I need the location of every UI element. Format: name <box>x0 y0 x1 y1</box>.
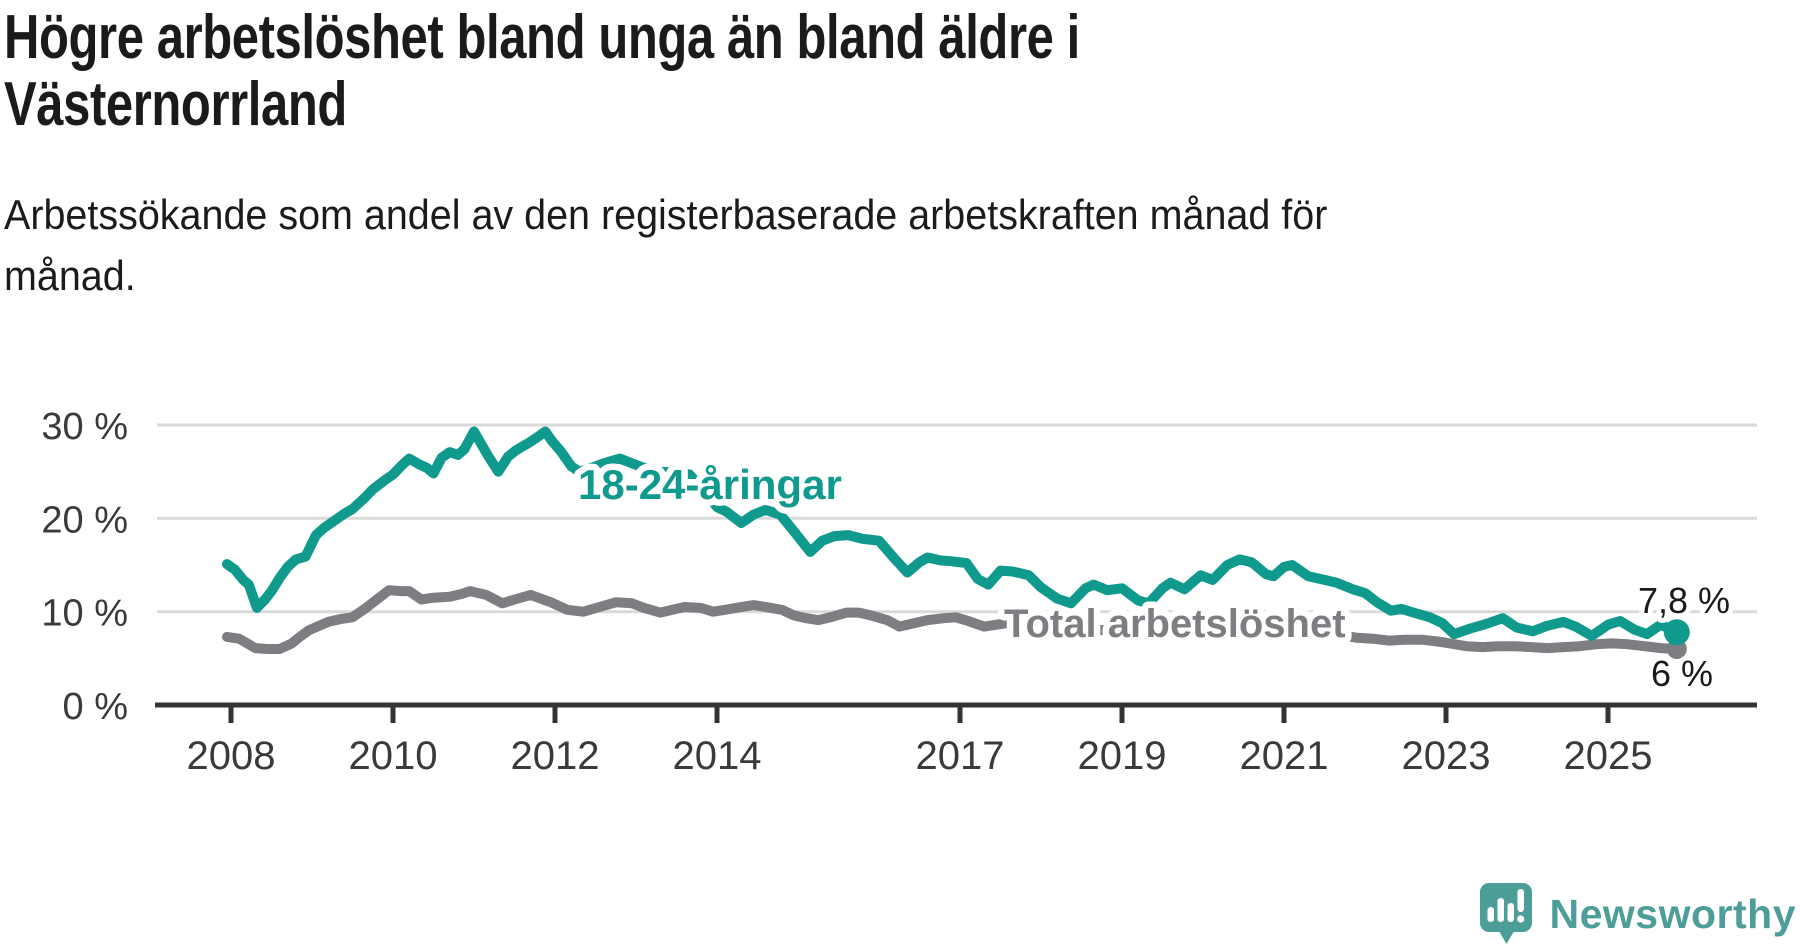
end-value-label-total: 6 % <box>1651 653 1713 694</box>
y-tick-label-30: 30 % <box>41 406 128 448</box>
x-tick-label-2021: 2021 <box>1240 734 1329 778</box>
chart-subtitle-line2: månad. <box>4 252 136 299</box>
x-tick-label-2019: 2019 <box>1078 734 1167 778</box>
series-line-0 <box>222 426 1682 641</box>
chart-subtitle: Arbetssökande som andel av den registerb… <box>4 184 1327 306</box>
series-label-total: Total arbetslöshet <box>1004 602 1346 646</box>
newsworthy-logo: Newsworthy <box>1479 882 1797 946</box>
x-tick-label-2023: 2023 <box>1402 734 1491 778</box>
series-end-dot-0 <box>1663 619 1690 646</box>
end-value-label-18-24: 7,8 % <box>1638 580 1730 621</box>
y-tick-label-0: 0 % <box>63 686 128 728</box>
x-tick-label-2025: 2025 <box>1564 734 1653 778</box>
x-tick-label-2010: 2010 <box>349 734 438 778</box>
chart-series <box>222 426 1690 659</box>
page-title-line2: Västernorrland <box>4 70 347 139</box>
bar-chart-glyph <box>1487 889 1524 923</box>
x-tick-label-2012: 2012 <box>511 734 600 778</box>
x-tick-label-2008: 2008 <box>187 734 276 778</box>
series-line-1 <box>222 585 1682 654</box>
x-tick-label-2017: 2017 <box>916 734 1005 778</box>
y-tick-label-10: 10 % <box>41 593 128 635</box>
page-title: Högre arbetslöshet bland unga än bland ä… <box>4 4 1080 138</box>
axes: 2008 2010 2012 2014 2017 2019 2021 2023 2025 <box>155 702 1757 778</box>
page-title-line1: Högre arbetslöshet bland unga än bland ä… <box>4 3 1080 72</box>
newsworthy-speech-bubble-icon <box>1479 883 1532 944</box>
series-label-18-24: 18-24-åringar <box>578 461 842 508</box>
newsworthy-logo-text: Newsworthy <box>1549 890 1796 937</box>
chart-subtitle-line1: Arbetssökande som andel av den registerb… <box>4 191 1328 238</box>
x-tick-label-2014: 2014 <box>673 734 762 778</box>
y-tick-label-20: 20 % <box>41 499 128 541</box>
gridlines: 0 % 10 % 20 % 30 % <box>41 406 1757 728</box>
